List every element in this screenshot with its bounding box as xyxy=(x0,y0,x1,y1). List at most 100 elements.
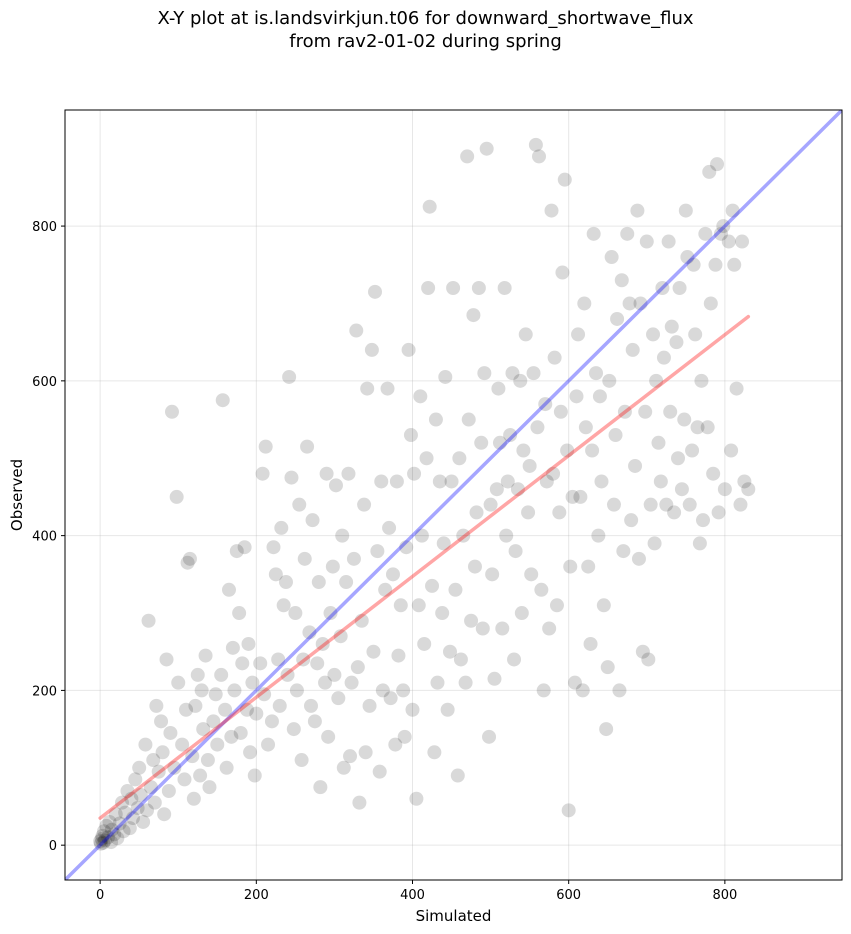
data-point-275 xyxy=(630,203,645,218)
data-point-28 xyxy=(138,737,153,752)
data-point-209 xyxy=(500,474,515,489)
data-point-60 xyxy=(202,780,217,795)
data-point-125 xyxy=(336,760,351,775)
data-point-22 xyxy=(125,811,140,826)
data-point-302 xyxy=(682,497,697,512)
data-point-151 xyxy=(388,737,403,752)
data-point-323 xyxy=(725,203,740,218)
data-point-45 xyxy=(171,675,186,690)
data-point-188 xyxy=(460,149,475,164)
data-point-78 xyxy=(241,636,256,651)
data-point-168 xyxy=(421,280,436,295)
y-tick-label-0: 0 xyxy=(49,839,57,854)
data-point-211 xyxy=(505,366,520,381)
data-point-303 xyxy=(685,443,700,458)
data-point-108 xyxy=(303,698,318,713)
data-point-291 xyxy=(661,234,676,249)
data-point-239 xyxy=(560,443,575,458)
data-point-80 xyxy=(245,675,260,690)
data-point-91 xyxy=(271,652,286,667)
data-point-270 xyxy=(620,226,635,241)
data-point-193 xyxy=(469,505,484,520)
data-point-264 xyxy=(608,428,623,443)
data-point-95 xyxy=(278,575,293,590)
data-point-161 xyxy=(407,466,422,481)
data-point-278 xyxy=(635,644,650,659)
data-point-47 xyxy=(177,772,192,787)
data-point-253 xyxy=(586,226,601,241)
data-point-216 xyxy=(514,606,529,621)
data-point-127 xyxy=(341,466,356,481)
data-point-0 xyxy=(93,834,108,849)
data-point-177 xyxy=(438,369,453,384)
data-point-251 xyxy=(583,636,598,651)
data-point-10 xyxy=(104,835,119,850)
data-point-162 xyxy=(409,791,424,806)
axis-ticks: 0 200 400 600 800 0 200 400 600 800 xyxy=(32,220,737,903)
data-point-252 xyxy=(585,443,600,458)
data-point-96 xyxy=(280,667,295,682)
x-tick-label-600: 600 xyxy=(556,888,581,903)
data-point-42 xyxy=(164,404,179,419)
data-point-132 xyxy=(350,660,365,675)
data-point-117 xyxy=(321,729,336,744)
data-point-37 xyxy=(155,745,170,760)
data-point-36 xyxy=(154,714,169,729)
data-point-27 xyxy=(136,814,151,829)
data-point-19 xyxy=(120,784,135,799)
data-point-156 xyxy=(397,729,412,744)
data-point-245 xyxy=(571,327,586,342)
data-point-272 xyxy=(624,513,639,528)
data-point-2 xyxy=(94,831,109,846)
data-point-131 xyxy=(349,323,364,338)
data-point-119 xyxy=(325,559,340,574)
data-point-23 xyxy=(128,772,143,787)
data-point-63 xyxy=(210,737,225,752)
data-point-14 xyxy=(110,831,125,846)
data-point-283 xyxy=(646,327,661,342)
data-point-205 xyxy=(492,435,507,450)
data-point-166 xyxy=(417,636,432,651)
data-point-145 xyxy=(375,683,390,698)
data-point-178 xyxy=(440,702,455,717)
data-point-196 xyxy=(475,621,490,636)
data-point-138 xyxy=(362,698,377,713)
data-point-154 xyxy=(393,598,408,613)
data-point-48 xyxy=(179,702,194,717)
data-point-139 xyxy=(364,342,379,357)
data-point-225 xyxy=(532,149,547,164)
data-point-312 xyxy=(702,164,717,179)
data-point-73 xyxy=(232,606,247,621)
data-point-51 xyxy=(185,749,200,764)
data-point-219 xyxy=(521,505,536,520)
data-point-311 xyxy=(700,420,715,435)
data-point-295 xyxy=(669,335,684,350)
data-point-55 xyxy=(193,768,208,783)
data-point-89 xyxy=(266,540,281,555)
data-point-276 xyxy=(631,551,646,566)
data-point-285 xyxy=(649,373,664,388)
data-point-218 xyxy=(518,327,533,342)
data-point-314 xyxy=(706,466,721,481)
scatter-points xyxy=(93,137,756,851)
data-point-284 xyxy=(647,536,662,551)
y-tick-label-800: 800 xyxy=(32,220,57,235)
data-point-220 xyxy=(522,458,537,473)
data-point-103 xyxy=(294,753,309,768)
data-point-53 xyxy=(188,698,203,713)
data-point-17 xyxy=(116,824,131,839)
data-point-296 xyxy=(671,451,686,466)
data-point-269 xyxy=(617,404,632,419)
data-point-44 xyxy=(169,489,184,504)
data-point-240 xyxy=(561,803,576,818)
data-point-134 xyxy=(354,613,369,628)
data-point-66 xyxy=(218,702,233,717)
data-point-76 xyxy=(237,540,252,555)
data-point-313 xyxy=(703,296,718,311)
data-point-49 xyxy=(180,555,195,570)
data-point-242 xyxy=(565,489,580,504)
data-point-305 xyxy=(688,327,703,342)
data-point-128 xyxy=(343,749,358,764)
data-point-268 xyxy=(616,544,631,559)
data-point-186 xyxy=(456,528,471,543)
